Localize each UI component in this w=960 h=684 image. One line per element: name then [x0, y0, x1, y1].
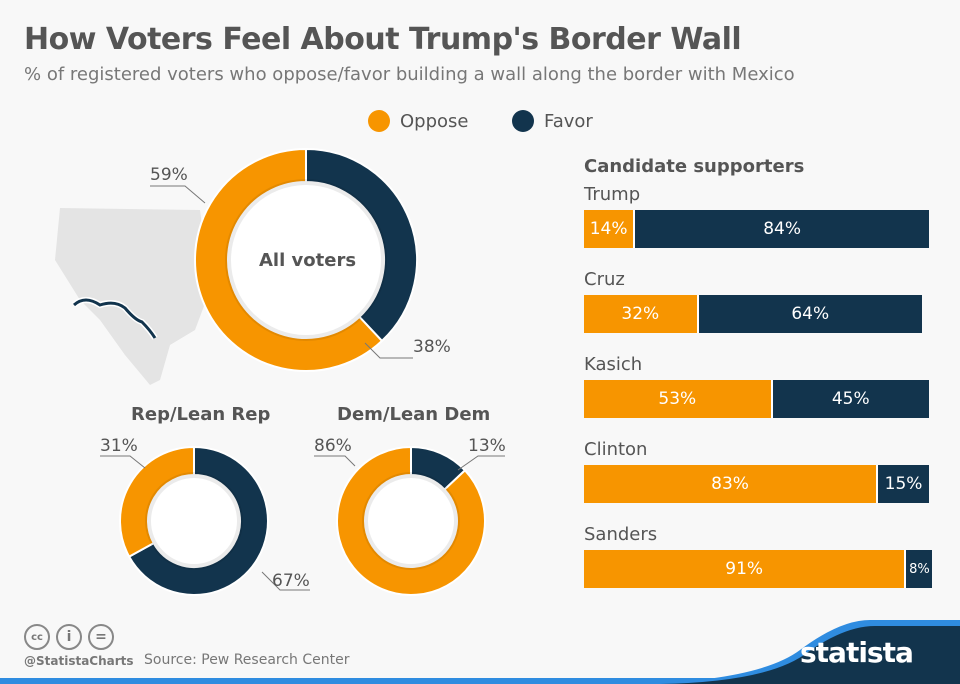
rep-oppose-label: 31% [100, 436, 138, 456]
bar-clinton-oppose: 83% [584, 465, 877, 503]
bar-category-label: Trump [584, 184, 641, 205]
donut-rep-title: Rep/Lean Rep [131, 404, 271, 425]
label-leader-line [364, 342, 413, 359]
statista-logo: statista [800, 636, 914, 669]
donut-all-hole [225, 179, 387, 341]
license-icons: cc i = [24, 624, 114, 650]
donut-dem-title: Dem/Lean Dem [337, 404, 491, 425]
legend-oppose: Oppose [368, 110, 468, 132]
bar-sanders-oppose: 91% [584, 550, 905, 588]
all-oppose-label: 59% [150, 165, 188, 185]
label-leader-line [100, 455, 146, 469]
donut-rep-hole [145, 472, 243, 570]
bar-sanders-favor: 8% [904, 550, 933, 588]
donut-dem-hole [362, 472, 460, 570]
bar-kasich-favor: 45% [770, 380, 929, 418]
favor-swatch [512, 110, 534, 132]
map-icon [55, 208, 210, 385]
legend-oppose-label: Oppose [400, 110, 469, 132]
bar-category-label: Sanders [584, 524, 658, 545]
nd-icon: = [88, 624, 114, 650]
rep-favor-label: 67% [272, 571, 310, 591]
dem-oppose-label: 86% [314, 436, 352, 456]
all-favor-label: 38% [413, 337, 451, 357]
legend-favor-label: Favor [544, 110, 593, 132]
bar-trump-favor: 84% [633, 210, 929, 248]
bar-clinton-favor: 15% [876, 465, 929, 503]
handle: @StatistaCharts [24, 654, 134, 668]
bar-chart-title: Candidate supporters [584, 156, 805, 177]
chart-title: How Voters Feel About Trump's Border Wal… [24, 22, 742, 57]
source: Source: Pew Research Center [144, 652, 350, 668]
oppose-swatch [368, 110, 390, 132]
by-icon: i [56, 624, 82, 650]
bar-category-label: Kasich [584, 354, 643, 375]
bar-cruz-favor: 64% [696, 295, 922, 333]
label-leader-line [314, 455, 356, 467]
bar-trump-oppose: 14% [584, 210, 634, 248]
bar-cruz-oppose: 32% [584, 295, 697, 333]
bar-kasich-oppose: 53% [584, 380, 771, 418]
legend-favor: Favor [512, 110, 593, 132]
bar-category-label: Clinton [584, 439, 648, 460]
dem-favor-label: 13% [468, 436, 506, 456]
cc-icon: cc [24, 624, 50, 650]
label-leader-line [150, 185, 206, 204]
chart-subtitle: % of registered voters who oppose/favor … [24, 64, 795, 85]
label-leader-line [457, 455, 505, 471]
bar-category-label: Cruz [584, 269, 625, 290]
label-leader-line [261, 571, 310, 591]
donut-all-title: All voters [259, 250, 357, 271]
